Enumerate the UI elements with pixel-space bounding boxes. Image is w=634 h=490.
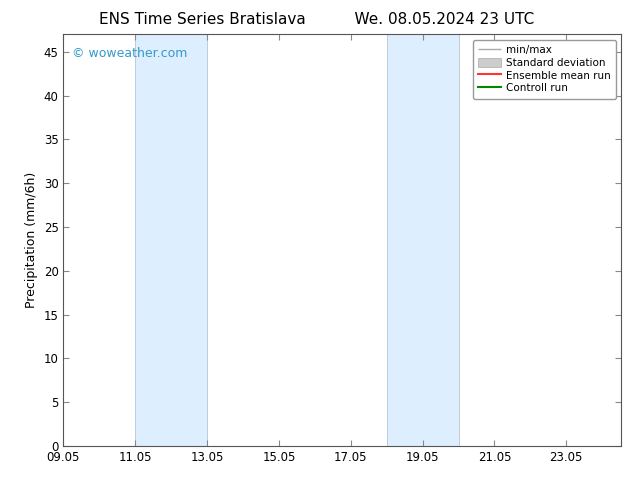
Bar <box>387 34 458 446</box>
Text: © woweather.com: © woweather.com <box>72 47 187 60</box>
Y-axis label: Precipitation (mm/6h): Precipitation (mm/6h) <box>25 172 38 308</box>
Bar <box>135 34 207 446</box>
Legend: min/max, Standard deviation, Ensemble mean run, Controll run: min/max, Standard deviation, Ensemble me… <box>473 40 616 98</box>
Text: ENS Time Series Bratislava          We. 08.05.2024 23 UTC: ENS Time Series Bratislava We. 08.05.202… <box>100 12 534 27</box>
